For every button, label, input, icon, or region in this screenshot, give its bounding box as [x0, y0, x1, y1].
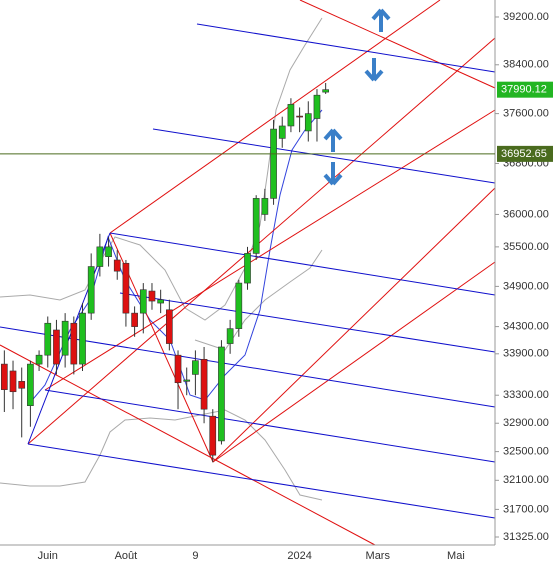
- red-trend-line: [212, 261, 496, 463]
- red-trend-line: [44, 109, 496, 391]
- y-tick-label: 31325.00: [503, 531, 549, 543]
- candle-body: [322, 89, 329, 93]
- candle-body: [157, 299, 164, 304]
- x-tick-label: 9: [192, 550, 198, 562]
- candle-body: [148, 290, 156, 302]
- blue-trend-line: [109, 232, 496, 296]
- up-arrow: [371, 8, 391, 32]
- price-box: [497, 81, 553, 98]
- candle-body: [105, 246, 112, 257]
- candle-body: [270, 128, 277, 199]
- blue-trend-line: [152, 128, 496, 184]
- blue-trend-line: [44, 389, 496, 463]
- candle-body: [18, 381, 26, 389]
- candle-body: [218, 346, 225, 442]
- red-trend-line: [27, 37, 496, 445]
- y-tick-label: 36000.00: [503, 208, 549, 220]
- y-tick-label: 31700.00: [503, 503, 549, 515]
- price-label: 37990.12: [501, 84, 547, 96]
- price-label: 36952.65: [501, 148, 547, 160]
- down-arrow: [323, 162, 343, 186]
- y-tick-label: 32500.00: [503, 446, 549, 458]
- y-tick-label: 33900.00: [503, 348, 549, 360]
- blue-trend-line: [27, 443, 496, 519]
- y-tick-label: 32100.00: [503, 474, 549, 486]
- up-arrow: [323, 128, 343, 152]
- y-tick-label: 37600.00: [503, 108, 549, 120]
- candle-body: [192, 360, 199, 375]
- candle-body: [235, 282, 243, 329]
- red-trend-line: [0, 344, 376, 546]
- x-tick-label: Août: [115, 550, 138, 562]
- candle-body: [122, 262, 130, 314]
- y-tick-label: 35500.00: [503, 241, 549, 253]
- candle-body: [9, 370, 17, 393]
- candle-body: [313, 94, 321, 119]
- candle-body: [296, 115, 303, 118]
- x-tick-label: Mars: [366, 550, 391, 562]
- price-box: [497, 145, 553, 162]
- candle-body: [209, 415, 217, 456]
- moving-average: [27, 109, 323, 406]
- y-tick-label: 38400.00: [503, 59, 549, 71]
- down-arrow: [364, 58, 384, 82]
- blue-trend-line: [196, 23, 496, 73]
- candle-body: [166, 309, 173, 344]
- candle-body: [200, 358, 208, 410]
- y-tick-label: 34300.00: [503, 321, 549, 333]
- blue-trend-line: [27, 232, 111, 445]
- candle-body: [61, 320, 69, 356]
- candle-body: [113, 259, 121, 272]
- x-tick-label: Juin: [38, 550, 58, 562]
- candle-body: [304, 113, 312, 132]
- x-tick-label: 2024: [287, 550, 311, 562]
- bollinger-band: [194, 249, 323, 351]
- candle-body: [244, 253, 251, 284]
- candle-body: [53, 329, 60, 365]
- candle-body: [278, 125, 286, 139]
- y-tick-label: 39200.00: [503, 11, 549, 23]
- blue-trend-line: [119, 292, 496, 353]
- candle-body: [226, 328, 234, 344]
- candle-body: [87, 266, 95, 314]
- candle-body: [96, 246, 104, 267]
- candle-body: [139, 289, 147, 314]
- y-tick-label: 34900.00: [503, 280, 549, 292]
- bollinger-band: [0, 409, 323, 501]
- arrows: [323, 8, 391, 186]
- candle-body: [79, 312, 86, 365]
- candle-body: [70, 322, 78, 365]
- candle-body: [44, 322, 52, 356]
- candle-body: [27, 363, 34, 406]
- candle-body: [252, 198, 260, 254]
- plot: [1, 82, 329, 463]
- candle-body: [183, 379, 191, 382]
- y-tick-label: 32900.00: [503, 417, 549, 429]
- candle-body: [174, 354, 182, 384]
- red-trend-line: [212, 187, 496, 463]
- candle-body: [287, 104, 295, 127]
- candle-body: [35, 354, 43, 365]
- candle-body: [131, 312, 138, 327]
- bollinger-band: [0, 17, 323, 321]
- candle-body: [1, 363, 8, 390]
- red-trend-line: [299, 0, 496, 89]
- x-tick-label: Mai: [447, 550, 465, 562]
- candle-body: [261, 198, 269, 215]
- y-tick-label: 33300.00: [503, 389, 549, 401]
